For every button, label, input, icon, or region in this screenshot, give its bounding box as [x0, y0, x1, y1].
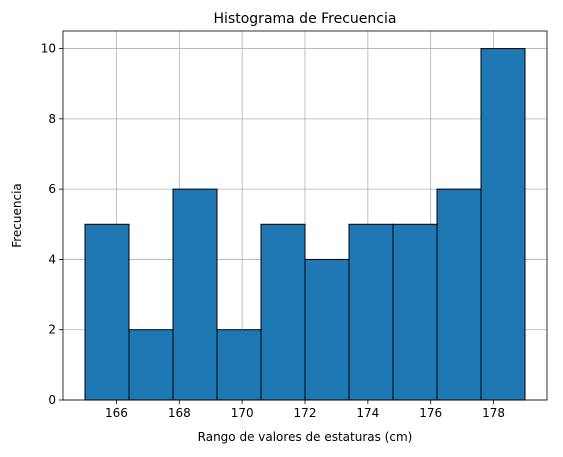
histogram-bar-7: [348, 223, 394, 401]
ticks-layer: 166 168 170 172 174 176 178 0 2 4 6 8 10: [41, 42, 505, 420]
x-tick-label: 170: [231, 406, 254, 420]
histogram-bar-5: [260, 223, 306, 401]
y-tick-label: 0: [48, 393, 56, 407]
y-tick-label: 10: [41, 42, 56, 56]
histogram-bar-6: [304, 258, 350, 401]
y-axis-label: Frecuencia: [10, 183, 24, 248]
x-tick-label: 166: [105, 406, 128, 420]
y-tick-label: 8: [48, 112, 56, 126]
x-tick-label: 168: [168, 406, 191, 420]
y-tick-label: 4: [48, 252, 56, 266]
x-axis-label: Rango de valores de estaturas (cm): [198, 430, 413, 444]
histogram-bar-10: [480, 48, 526, 401]
y-tick-label: 6: [48, 182, 56, 196]
bars-layer: [84, 48, 526, 401]
y-tick-label: 2: [48, 323, 56, 337]
histogram-bar-1: [84, 223, 130, 401]
x-tick-label: 174: [356, 406, 379, 420]
chart-title: Histograma de Frecuencia: [214, 11, 397, 27]
x-tick-label: 172: [294, 406, 317, 420]
histogram-bar-4: [216, 329, 262, 401]
x-tick-label: 178: [482, 406, 505, 420]
histogram-bar-2: [128, 329, 174, 401]
histogram-bar-3: [172, 188, 218, 401]
x-tick-label: 176: [419, 406, 442, 420]
histogram-bar-9: [436, 188, 482, 401]
histogram-bar-8: [392, 223, 438, 401]
